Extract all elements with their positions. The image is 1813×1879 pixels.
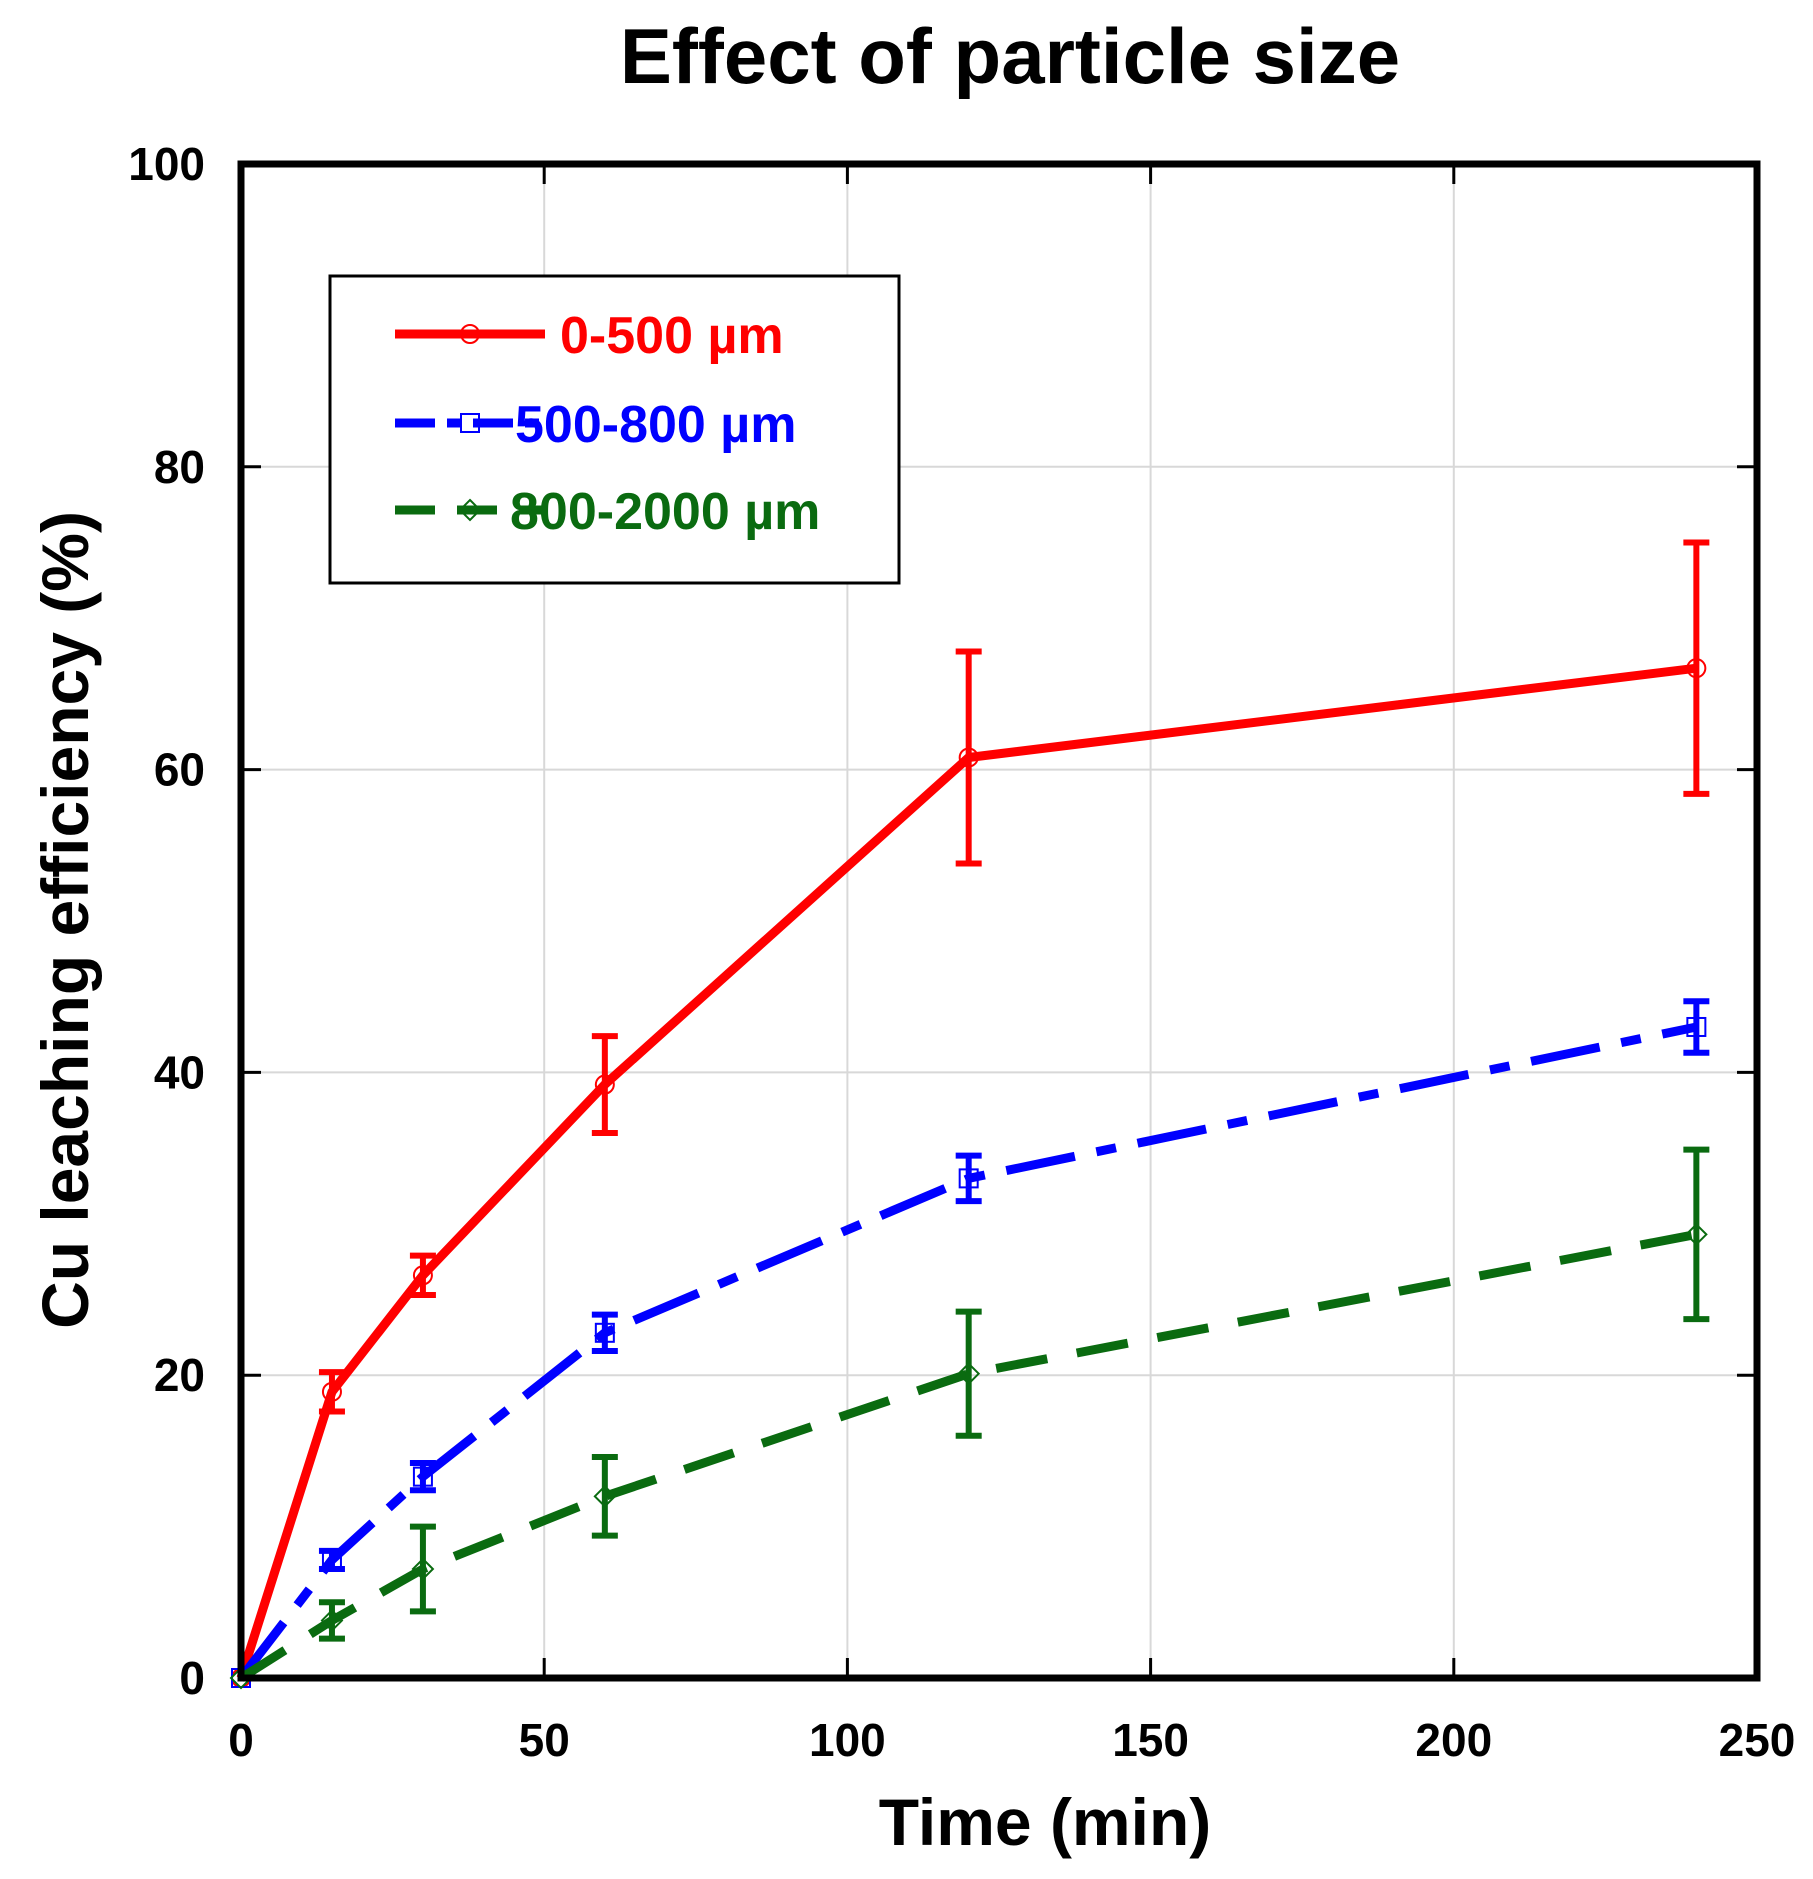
x-tick-label: 50	[519, 1714, 570, 1766]
data-point	[1684, 1222, 1708, 1246]
x-tick-label: 100	[809, 1714, 886, 1766]
legend-label: 500-800 µm	[515, 396, 796, 454]
series-1	[231, 998, 1710, 1688]
legend-marker	[458, 498, 482, 522]
data-point	[412, 1466, 433, 1487]
legend-marker	[460, 324, 480, 344]
y-axis-label: Cu leaching efficiency (%)	[28, 511, 102, 1329]
data-point	[411, 1557, 435, 1581]
data-point	[594, 1322, 615, 1343]
data-point	[958, 747, 979, 768]
data-point	[958, 1168, 979, 1189]
legend-label: 0-500 µm	[560, 307, 784, 365]
series-2	[229, 1146, 1710, 1690]
y-tick-label: 80	[154, 441, 205, 493]
legend-box	[328, 274, 901, 585]
x-tick-label: 200	[1415, 1714, 1492, 1766]
y-tick-label: 100	[128, 138, 205, 190]
plot-frame	[237, 160, 1761, 1682]
x-axis-label: Time (min)	[879, 1785, 1211, 1859]
data-point	[1686, 1016, 1707, 1037]
legend-label: 800-2000 µm	[510, 483, 820, 541]
y-tick-label: 60	[154, 744, 205, 796]
data-point	[320, 1609, 344, 1632]
series-0	[231, 539, 1710, 1688]
series-layer	[229, 539, 1710, 1690]
y-tick-label: 20	[154, 1349, 205, 1401]
data-point	[321, 1381, 342, 1402]
data-point	[321, 1549, 342, 1570]
legend: 0-500 µm 500-800 µm 800-2000 µm	[328, 274, 901, 585]
data-point	[957, 1362, 981, 1386]
series-line	[238, 1229, 1698, 1682]
data-point	[593, 1484, 617, 1508]
x-tick-label: 150	[1112, 1714, 1189, 1766]
x-tick-label: 0	[228, 1714, 254, 1766]
data-point	[1686, 658, 1707, 679]
data-point	[594, 1074, 615, 1095]
y-tick-label: 0	[179, 1652, 205, 1704]
y-tick-label: 40	[154, 1046, 205, 1098]
chart-title: Effect of particle size	[620, 12, 1400, 100]
data-point	[412, 1265, 433, 1286]
series-line	[236, 663, 1697, 1680]
x-tick-label: 250	[1719, 1714, 1796, 1766]
legend-marker	[460, 413, 480, 433]
tick-labels: 0 50 100 150 200 250 0 20 40 60 80 100	[128, 138, 1795, 1766]
